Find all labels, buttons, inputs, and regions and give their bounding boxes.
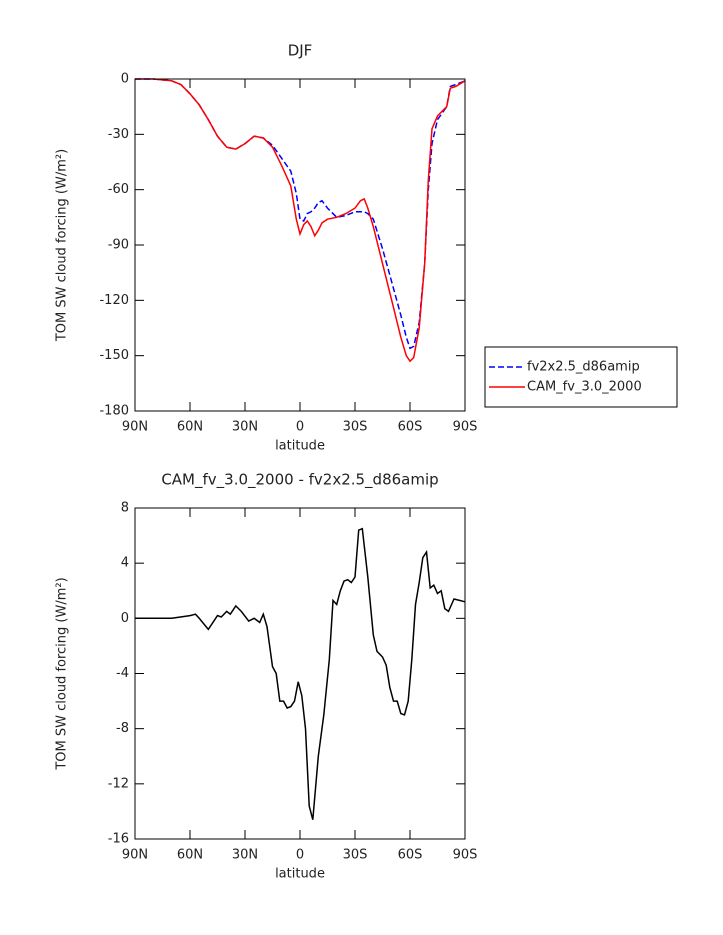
x-tick-label: 90S <box>453 420 478 435</box>
x-tick-label: 30S <box>343 420 368 435</box>
y-tick-label: -120 <box>99 293 129 308</box>
x-tick-label: 90S <box>453 848 478 863</box>
x-tick-label: 60N <box>177 848 203 863</box>
x-tick-label: 30N <box>232 420 258 435</box>
legend-label: fv2x2.5_d86amip <box>527 360 640 375</box>
y-tick-label: 0 <box>121 611 129 626</box>
x-tick-label: 60S <box>398 848 423 863</box>
data-line <box>135 527 466 820</box>
y-tick-label: 8 <box>121 501 129 516</box>
y-axis-label: TOM SW cloud forcing (W/m²) <box>55 577 70 770</box>
y-tick-label: -16 <box>108 832 129 847</box>
plot-frame <box>134 507 466 840</box>
data-line <box>135 78 466 350</box>
y-tick-label: -90 <box>108 238 129 253</box>
legend-box <box>484 346 678 408</box>
y-tick-label: -60 <box>108 182 129 197</box>
x-tick-label: 90N <box>122 848 148 863</box>
plot-frame <box>134 78 466 412</box>
chart-title: DJF <box>288 42 313 60</box>
x-tick-label: 0 <box>296 420 304 435</box>
y-tick-label: -150 <box>99 348 129 363</box>
x-tick-label: 0 <box>296 848 304 863</box>
y-tick-label: -12 <box>108 776 129 791</box>
x-axis-label: latitude <box>275 867 325 882</box>
y-tick-label: 0 <box>121 72 129 87</box>
x-tick-label: 60S <box>398 420 423 435</box>
chart-title: CAM_fv_3.0_2000 - fv2x2.5_d86amip <box>161 471 438 490</box>
x-tick-label: 90N <box>122 420 148 435</box>
y-tick-label: -180 <box>99 404 129 419</box>
x-tick-label: 30N <box>232 848 258 863</box>
y-tick-label: -4 <box>116 666 129 681</box>
data-line <box>135 78 466 363</box>
legend-label: CAM_fv_3.0_2000 <box>527 380 642 395</box>
y-tick-label: -8 <box>116 721 129 736</box>
y-tick-label: -30 <box>108 127 129 142</box>
x-tick-label: 30S <box>343 848 368 863</box>
x-tick-label: 60N <box>177 420 203 435</box>
y-axis-label: TOM SW cloud forcing (W/m²) <box>55 149 70 342</box>
y-tick-label: 4 <box>121 556 129 571</box>
x-axis-label: latitude <box>275 439 325 454</box>
